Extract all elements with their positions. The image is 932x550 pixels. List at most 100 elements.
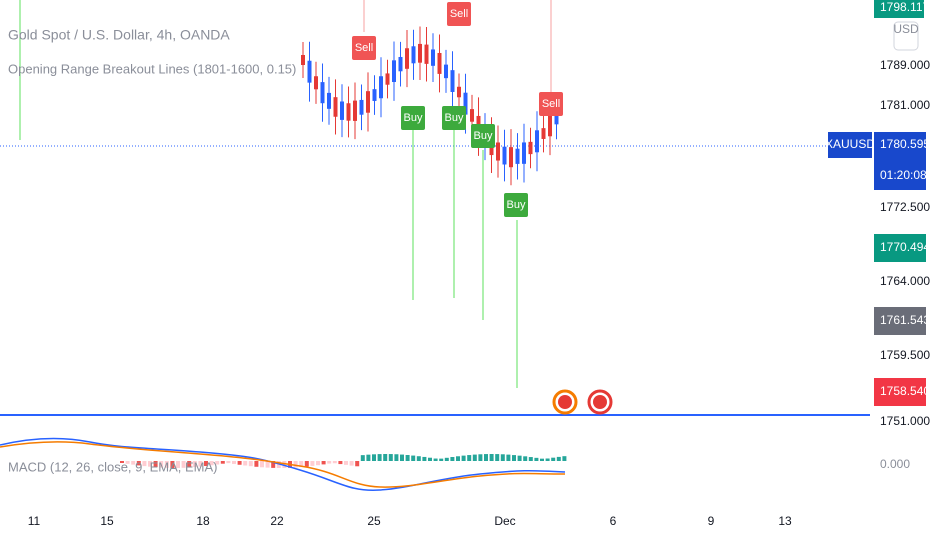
histogram-bar <box>489 454 494 461</box>
histogram-bar <box>282 461 287 468</box>
histogram-bar <box>204 461 208 466</box>
histogram-bar <box>534 457 539 461</box>
histogram-bar <box>310 461 315 466</box>
last-price-text: 1780.595 <box>880 137 930 151</box>
candle-body <box>463 92 468 115</box>
signal-box <box>352 36 376 60</box>
candle-body <box>385 73 390 85</box>
histogram-bar <box>176 461 180 468</box>
histogram-bar <box>523 456 528 461</box>
signal-box <box>447 2 471 26</box>
histogram-bar <box>120 461 124 463</box>
candle-body <box>509 147 513 168</box>
candle-body <box>554 110 559 125</box>
histogram-bar <box>472 454 477 461</box>
histogram-bar <box>192 461 197 468</box>
histogram-bar <box>316 461 320 466</box>
histogram-bar <box>304 461 309 467</box>
signal-box <box>442 106 466 130</box>
histogram-bar <box>428 457 432 461</box>
time-label: 9 <box>708 514 715 528</box>
candle-body <box>359 99 364 115</box>
signal-box <box>471 124 495 148</box>
histogram-bar <box>355 461 360 467</box>
price-tag <box>874 0 924 18</box>
histogram-bar <box>467 455 472 461</box>
signal-label: Buy <box>404 112 423 124</box>
price-label: 1789.000 <box>880 58 930 72</box>
histogram-bar <box>349 461 354 466</box>
last-price-tag <box>874 132 926 190</box>
macd-axis-label: 0.000 <box>880 457 910 471</box>
histogram-bar <box>321 461 326 465</box>
ticker-text: XAUUSD <box>825 137 875 151</box>
histogram-bar <box>338 461 343 465</box>
candle-body <box>392 60 396 82</box>
histogram-bar <box>198 461 203 467</box>
histogram-bar <box>500 454 505 461</box>
histogram-bar <box>551 457 556 461</box>
histogram-bar <box>366 454 371 461</box>
candle-body <box>327 92 331 109</box>
macd-pane: MACD (12, 26, close, 9, EMA, EMA) 0.000 <box>0 437 910 491</box>
candle-body <box>522 142 526 164</box>
histogram-bar <box>372 454 376 461</box>
signal-box <box>401 106 425 130</box>
histogram-bar <box>226 461 231 464</box>
candle-body <box>411 46 416 64</box>
macd-label: MACD (12, 26, close, 9, EMA, EMA) <box>8 459 218 474</box>
currency-button[interactable] <box>893 21 919 51</box>
time-label: 18 <box>196 514 210 528</box>
signal-line <box>0 441 566 488</box>
candle-body <box>340 101 344 120</box>
candle-body <box>314 76 318 90</box>
signal-label: Sell <box>450 8 468 20</box>
histogram-bar <box>125 461 130 464</box>
indicator-title: Opening Range Breakout Lines (1801-1600,… <box>8 61 296 76</box>
time-label: 22 <box>270 514 284 528</box>
signal-label: Sell <box>355 42 373 54</box>
symbol-title: Gold Spot / U.S. Dollar, 4h, OANDA <box>8 27 230 43</box>
currency-text[interactable]: USD <box>893 22 919 36</box>
candle-body <box>320 82 325 104</box>
histogram-bar <box>444 457 449 461</box>
price-tag-text: 1798.117 <box>880 0 929 14</box>
sell-lines <box>363 0 552 92</box>
histogram-bar <box>461 455 466 461</box>
time-label: 13 <box>778 514 792 528</box>
histogram-bar <box>148 461 152 467</box>
countdown: 01:20:08 <box>880 168 927 182</box>
price-axis: 1798.117 USD 1789.000 1781.000 XAUUSD 17… <box>825 0 930 428</box>
histogram-bar <box>153 461 158 468</box>
histogram-bar <box>327 461 332 464</box>
histogram-bar <box>456 456 460 461</box>
signal-label: Buy <box>474 130 493 142</box>
histogram-bar <box>478 454 483 461</box>
ticker-tag <box>828 132 872 158</box>
candle-body <box>535 130 539 153</box>
signal-box <box>504 193 528 217</box>
time-label: 6 <box>610 514 617 528</box>
candle-body <box>346 103 351 121</box>
histogram-bar <box>439 458 444 461</box>
histogram-bar <box>248 461 253 467</box>
histogram-bar <box>394 454 399 461</box>
histogram-bar <box>344 461 348 465</box>
histogram-bar <box>220 461 225 464</box>
histogram-bar <box>517 455 522 461</box>
histogram-bar <box>405 455 410 461</box>
histogram-bar <box>512 455 516 461</box>
histogram-bar <box>164 461 169 468</box>
candle-body <box>431 49 435 66</box>
histogram-bar <box>360 455 365 461</box>
histogram-bar <box>528 457 533 461</box>
time-axis: 11 15 18 22 25 Dec 6 9 13 <box>28 514 792 528</box>
candle-body <box>301 55 305 65</box>
histogram-bar <box>265 461 270 468</box>
candle-body <box>450 70 455 92</box>
histogram-bar <box>388 454 393 461</box>
candles <box>301 26 559 186</box>
candle-body <box>372 89 377 101</box>
histogram-bar <box>142 461 147 467</box>
macd-line <box>0 437 566 491</box>
